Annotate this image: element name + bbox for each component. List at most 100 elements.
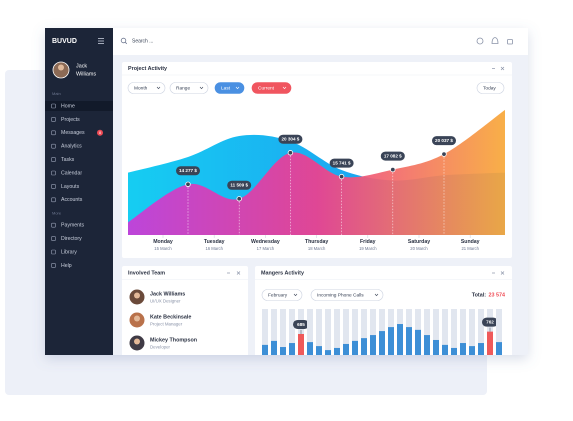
nav-icon: [51, 130, 56, 136]
nav-item[interactable]: Library: [61, 249, 77, 255]
bar: [298, 333, 304, 355]
bar: [388, 327, 394, 355]
nav-item[interactable]: Directory: [61, 236, 82, 242]
nav-active: [45, 101, 113, 111]
settings-icon[interactable]: [476, 37, 484, 45]
close-button[interactable]: [236, 271, 241, 275]
bar: [370, 335, 376, 355]
bar-track: [451, 309, 457, 355]
member-name[interactable]: Kate Beckinsale: [150, 314, 191, 320]
value-label: 14 277 $: [179, 168, 197, 173]
nav-item[interactable]: Payments: [61, 223, 84, 229]
value-label: 15 741 $: [333, 160, 351, 165]
nav-badge: [97, 129, 103, 136]
bar-track: [334, 309, 340, 355]
data-point: [390, 166, 396, 173]
avatar-face: [58, 64, 64, 71]
data-point: [236, 196, 242, 202]
value-pill: [329, 158, 354, 168]
top-bar: [113, 28, 528, 55]
bar: [271, 340, 277, 355]
filter-label[interactable]: Current: [258, 85, 275, 91]
filter-label[interactable]: Today: [483, 85, 496, 91]
value-label: 20 037 $: [435, 138, 453, 143]
bar: [343, 343, 349, 355]
date-label: 16 March: [205, 246, 223, 251]
filter-label[interactable]: Month: [134, 85, 148, 91]
value-pill: [482, 317, 498, 327]
day-label: Wednesday: [251, 239, 280, 245]
day-label: Friday: [360, 239, 376, 245]
bar: [352, 340, 358, 355]
filter-button[interactable]: [261, 289, 303, 301]
filter-button[interactable]: [310, 289, 384, 301]
search-input[interactable]: Search ...: [132, 38, 153, 44]
filter-label[interactable]: Incoming Phone Calls: [317, 292, 364, 298]
bar-track: [343, 309, 349, 355]
bar-track: [325, 309, 331, 355]
nav-item[interactable]: Tasks: [61, 157, 75, 163]
nav-item[interactable]: Messages: [61, 130, 85, 136]
nav-item[interactable]: Help: [61, 263, 72, 269]
member-name[interactable]: Mickey Thompson: [150, 337, 197, 343]
bar: [397, 324, 403, 355]
day-label: Tuesday: [204, 239, 225, 245]
member-face: [134, 315, 140, 322]
bar-track: [370, 309, 376, 355]
card-title: Mangers Activity: [261, 270, 304, 276]
value-label: 17 082 $: [384, 153, 402, 158]
menu-button[interactable]: [98, 38, 104, 44]
close-button[interactable]: [500, 66, 505, 71]
bar: [289, 343, 295, 355]
filter-button[interactable]: [127, 82, 166, 94]
value-label: 11 509 $: [230, 183, 248, 188]
nav-icon: [51, 222, 56, 228]
date-label: 21 March: [461, 246, 479, 251]
nav-item[interactable]: Layouts: [61, 184, 80, 190]
date-label: 20 March: [410, 246, 428, 251]
date-label: 18 March: [308, 246, 326, 251]
bar-track: [289, 309, 295, 355]
chevron: [199, 86, 204, 90]
chevron: [282, 86, 287, 90]
chevron: [293, 293, 298, 297]
filter-label[interactable]: February: [268, 292, 288, 298]
search-icon: [120, 37, 127, 44]
filter-label[interactable]: Last: [221, 85, 231, 91]
close-button[interactable]: [500, 271, 505, 275]
notifications-icon[interactable]: [491, 37, 499, 44]
nav-icon: [51, 157, 56, 162]
bar: [379, 331, 385, 355]
nav-item[interactable]: Home: [61, 103, 75, 109]
filter-button[interactable]: [214, 82, 245, 94]
member-name[interactable]: Jack Williams: [150, 291, 185, 297]
lock-icon[interactable]: [507, 39, 513, 45]
value-label: 762: [486, 319, 494, 324]
filter-label[interactable]: Range: [176, 85, 190, 91]
value-label: 685: [297, 322, 305, 327]
area-chart: [128, 109, 505, 235]
filter-button[interactable]: [251, 82, 292, 94]
bar-track: [361, 309, 367, 355]
bar: [262, 344, 268, 355]
bar-track: [271, 309, 277, 355]
bar: [451, 347, 457, 355]
nav-item[interactable]: Analytics: [61, 144, 82, 150]
nav-item[interactable]: Accounts: [61, 197, 83, 203]
data-point: [441, 151, 447, 157]
bar-track: [280, 309, 286, 355]
nav-item[interactable]: Calendar: [61, 170, 82, 176]
bar: [496, 342, 502, 355]
area: [128, 109, 505, 235]
bar-track: [478, 309, 484, 355]
bar: [469, 346, 475, 355]
nav-item[interactable]: Projects: [61, 117, 80, 123]
member-role: Project Manager: [150, 322, 183, 327]
filter-button[interactable]: [169, 82, 209, 94]
window-content: BUVUD Jack Williams Search ... Project A…: [45, 28, 528, 355]
day-label: Saturday: [408, 239, 430, 245]
nav-icon: [51, 249, 56, 255]
filter-button[interactable]: [476, 82, 505, 94]
date-label: 15 March: [154, 246, 172, 251]
value-pill: [380, 151, 405, 161]
